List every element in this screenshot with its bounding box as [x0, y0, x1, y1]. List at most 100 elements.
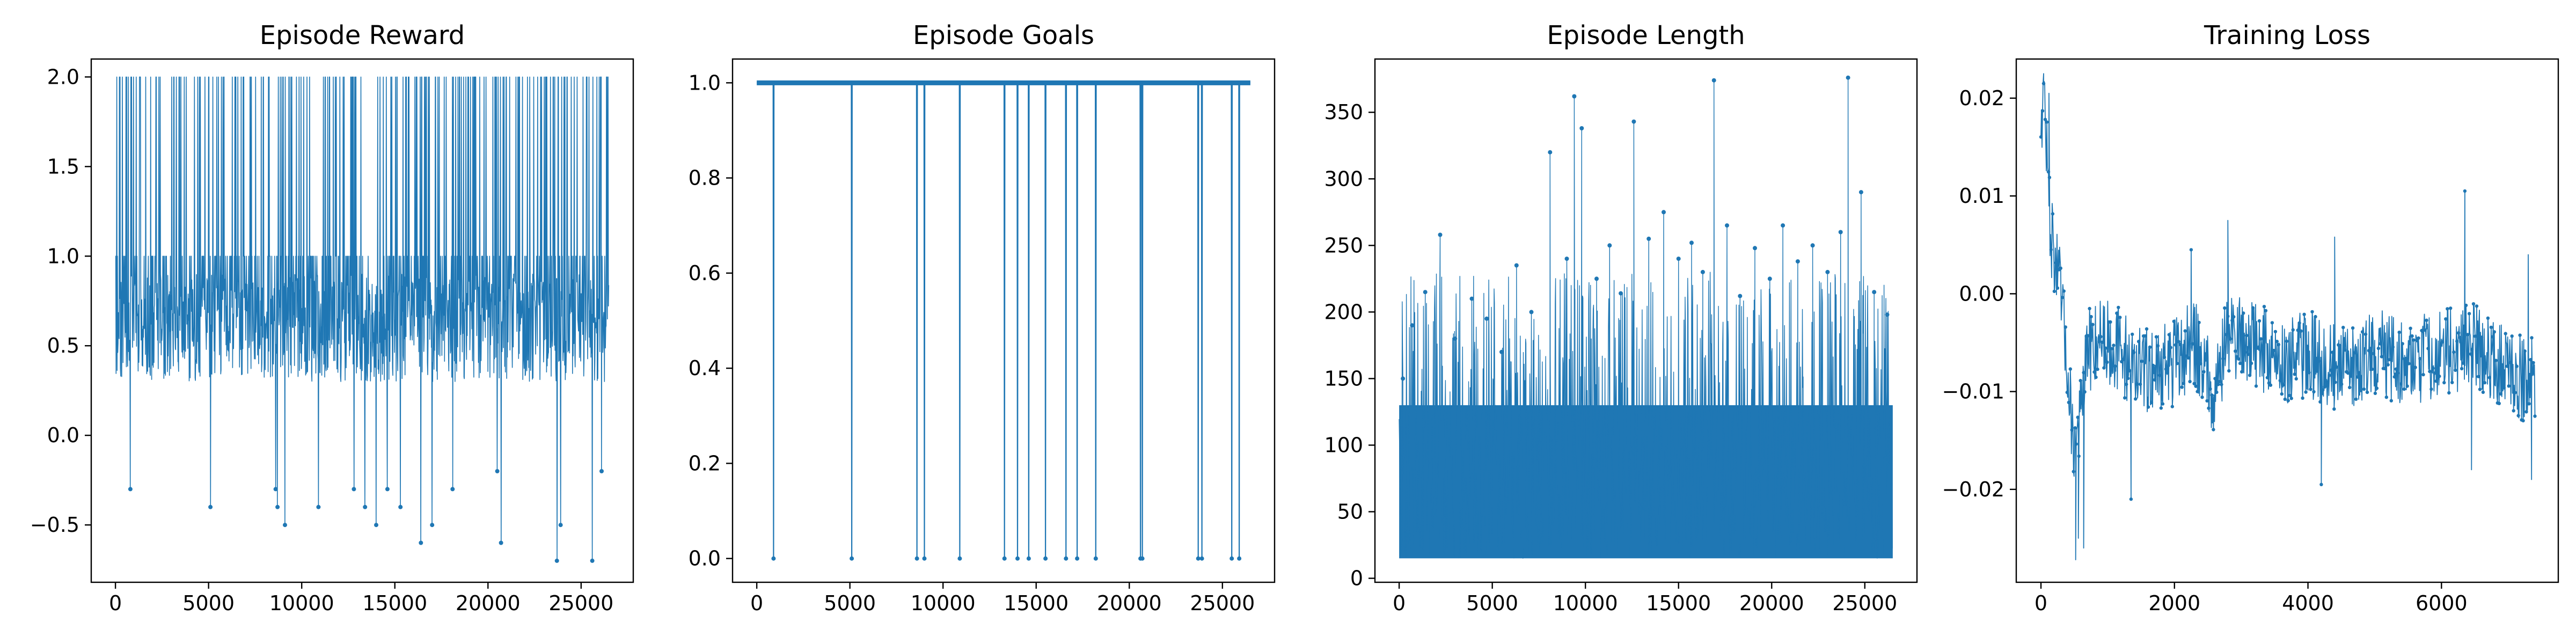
- length-spike-point: [1810, 243, 1815, 248]
- loss-marker-point: [2123, 396, 2127, 400]
- loss-marker-point: [2249, 361, 2253, 365]
- loss-marker-point: [2118, 316, 2122, 319]
- loss-marker-point: [2478, 387, 2482, 391]
- x-tick-label: 20000: [1097, 591, 1162, 615]
- loss-marker-point: [2354, 397, 2358, 401]
- loss-marker-point: [2278, 379, 2282, 383]
- ticks-layer: 0 5000 10000 15000 20000 25000 0 50 100 150 200 250…: [1324, 100, 1897, 615]
- loss-marker-point: [2229, 337, 2233, 341]
- loss-marker-point: [2421, 372, 2425, 377]
- loss-marker-point: [2063, 325, 2067, 329]
- loss-marker-point: [2242, 311, 2245, 315]
- loss-marker-point: [2469, 352, 2473, 356]
- loss-marker-point: [2104, 346, 2107, 350]
- loss-marker-point: [2182, 382, 2185, 385]
- loss-marker-point: [2415, 339, 2419, 342]
- loss-marker-point: [2265, 376, 2270, 379]
- loss-marker-point: [2529, 358, 2533, 362]
- loss-marker-point: [2449, 306, 2453, 310]
- loss-marker-point: [2244, 333, 2249, 338]
- loss-marker-point: [2301, 396, 2304, 400]
- loss-marker-point: [2148, 345, 2152, 349]
- x-tick-label: 10000: [1553, 591, 1618, 615]
- loss-marker-point: [2357, 371, 2361, 375]
- loss-marker-point: [2140, 360, 2144, 363]
- loss-marker-point: [2410, 334, 2414, 338]
- loss-marker-point: [2288, 393, 2292, 398]
- loss-marker-point: [2467, 312, 2471, 316]
- reward-outlier-point: [590, 558, 595, 563]
- goals-drop-point: [1075, 556, 1080, 561]
- loss-marker-point: [2040, 109, 2045, 113]
- reward-outlier-point: [208, 504, 213, 509]
- axes-frame: [1374, 58, 1918, 583]
- loss-marker-point: [2134, 397, 2138, 401]
- loss-marker-point: [2126, 376, 2130, 380]
- loss-marker-point: [2117, 305, 2120, 310]
- y-tick-label: 2.0: [47, 65, 79, 89]
- loss-marker-point: [2215, 390, 2219, 394]
- loss-marker-point: [2350, 374, 2353, 378]
- chart-title: Episode Length: [1547, 20, 1745, 50]
- loss-marker-point: [2259, 337, 2263, 341]
- loss-marker-point: [2475, 304, 2479, 308]
- loss-marker-point: [2304, 390, 2308, 394]
- loss-marker-point: [2359, 389, 2363, 392]
- loss-marker-point: [2433, 371, 2436, 375]
- loss-marker-point: [2213, 377, 2217, 380]
- loss-marker-point: [2533, 414, 2537, 418]
- loss-marker-point: [2523, 349, 2527, 353]
- loss-marker-point: [2521, 419, 2525, 423]
- loss-marker-point: [2091, 323, 2095, 326]
- loss-marker-point: [2491, 335, 2495, 339]
- loss-marker-point: [2212, 428, 2215, 431]
- loss-marker-point: [2112, 343, 2116, 347]
- y-tick-label: 100: [1324, 433, 1363, 457]
- loss-marker-point: [2092, 370, 2096, 374]
- loss-marker-point: [2286, 399, 2290, 402]
- loss-marker-point: [2067, 400, 2070, 405]
- loss-marker-point: [2530, 336, 2534, 340]
- loss-marker-point: [2068, 367, 2072, 371]
- y-tick-label: 150: [1324, 367, 1363, 390]
- loss-marker-point: [2494, 358, 2498, 362]
- y-tick-label: −0.02: [1942, 478, 2004, 501]
- loss-marker-point: [2149, 401, 2154, 405]
- length-spike-point: [1607, 243, 1612, 248]
- reward-outlier-point: [419, 540, 423, 545]
- loss-marker-point: [2151, 363, 2155, 368]
- length-spike-point: [1514, 263, 1519, 268]
- loss-marker-point: [2238, 361, 2242, 365]
- y-tick-label: 0.00: [1959, 282, 2004, 305]
- loss-marker-point: [2446, 307, 2449, 311]
- loss-marker-point: [2299, 329, 2303, 333]
- loss-marker-point: [2256, 346, 2260, 350]
- loss-marker-point: [2328, 374, 2331, 377]
- loss-marker-point: [2154, 335, 2158, 339]
- goals-drop-point: [1230, 556, 1234, 561]
- loss-marker-point: [2202, 370, 2206, 374]
- loss-marker-point: [2221, 357, 2225, 361]
- loss-marker-point: [2257, 319, 2262, 323]
- loss-marker-point: [2188, 379, 2192, 384]
- loss-marker-point: [2170, 405, 2174, 408]
- loss-marker-point: [2101, 340, 2104, 344]
- length-spike-point: [1711, 78, 1716, 83]
- loss-marker-point: [2074, 442, 2078, 446]
- loss-marker-point: [2039, 135, 2043, 139]
- loss-marker-point: [2145, 327, 2149, 331]
- loss-marker-point: [2237, 357, 2241, 361]
- loss-marker-point: [2062, 289, 2066, 293]
- loss-marker-point: [2515, 364, 2519, 368]
- x-tick-label: 15000: [1004, 591, 1069, 615]
- reward-outlier-point: [275, 504, 280, 509]
- loss-marker-point: [2343, 348, 2347, 352]
- length-spike-point: [1453, 336, 1458, 341]
- loss-marker-point: [2479, 335, 2484, 339]
- loss-marker-point: [2196, 390, 2199, 393]
- loss-marker-point: [2355, 375, 2360, 379]
- loss-marker-point: [2321, 388, 2325, 392]
- loss-marker-point: [2504, 332, 2507, 335]
- loss-marker-point: [2262, 305, 2266, 309]
- loss-marker-point: [2088, 306, 2091, 311]
